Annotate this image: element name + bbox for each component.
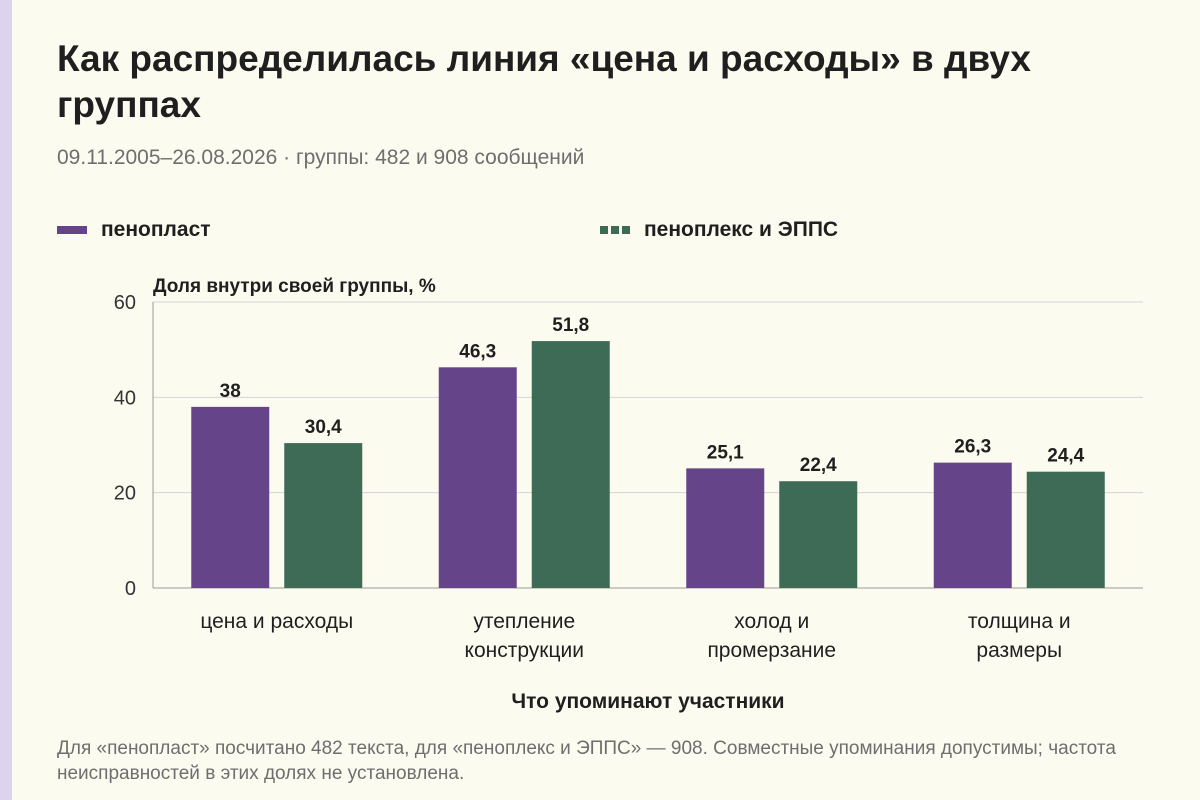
legend-item-penoplex: пеноплекс и ЭППС	[600, 218, 838, 242]
bar	[779, 481, 858, 588]
y-tick-label: 0	[125, 578, 136, 600]
legend-label-penoplex: пеноплекс и ЭППС	[644, 218, 839, 241]
legend: пенопласт пеноплекс и ЭППС	[57, 218, 1057, 248]
x-axis-label: Что упоминают участники	[511, 690, 784, 713]
footnote: Для «пенопласт» посчитано 482 текста, дл…	[57, 738, 1116, 784]
x-tick-label: холод и	[734, 610, 809, 633]
bar-value-label: 22,4	[800, 455, 837, 476]
x-tick-label: цена и расходы	[200, 610, 353, 633]
bar-value-label: 51,8	[552, 315, 589, 336]
bar	[191, 406, 270, 588]
legend-label-penoplast: пенопласт	[101, 218, 211, 241]
x-tick-label: толщина и	[968, 610, 1071, 633]
bar-value-label: 30,4	[305, 417, 342, 438]
bar	[1026, 471, 1105, 588]
bar	[686, 468, 765, 588]
bar-chart: 0 20 40 60 Доля внутри своей группы, % 38 30,4…	[114, 276, 1143, 713]
y-tick-label: 40	[114, 387, 136, 409]
chart-title: Как распределилась линия «цена и расходы…	[57, 38, 1031, 125]
legend-item-penoplast: пенопласт	[57, 218, 211, 242]
bar	[438, 367, 517, 588]
legend-swatch-penoplex	[600, 226, 630, 234]
y-tick-label: 60	[114, 292, 136, 314]
bar	[531, 341, 610, 588]
bar-value-label: 25,1	[707, 442, 744, 463]
chart-subtitle: 09.11.2005–26.08.2026 · группы: 482 и 90…	[57, 146, 585, 169]
bar	[284, 443, 363, 588]
y-tick-label: 20	[114, 483, 136, 505]
accent-strip	[0, 0, 12, 800]
legend-swatch-penoplast	[57, 226, 87, 234]
y-axis-label: Доля внутри своей группы, %	[153, 276, 436, 297]
bar-value-label: 24,4	[1047, 446, 1084, 467]
bar-value-label: 46,3	[459, 341, 496, 362]
bar-value-label: 26,3	[954, 437, 991, 458]
x-tick-label: размеры	[976, 639, 1062, 662]
bar	[933, 462, 1012, 588]
x-tick-label: промерзание	[707, 639, 836, 662]
bar-value-label: 38	[220, 381, 241, 402]
x-tick-label: конструкции	[465, 639, 584, 662]
x-tick-label: утепление	[473, 610, 575, 633]
